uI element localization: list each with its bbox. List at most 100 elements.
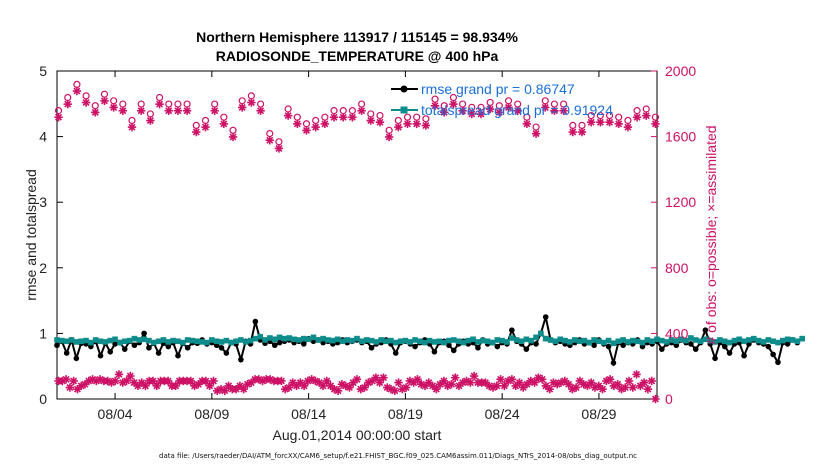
totalspread-point	[480, 337, 486, 344]
obs-assimilated-marker	[100, 96, 109, 106]
obs-assimilated-low-marker-stroke	[311, 377, 319, 385]
totalspread-point	[262, 337, 268, 343]
obs-assimilated-low-marker	[545, 384, 554, 394]
totalspread-point	[180, 339, 186, 346]
totalspread-point	[630, 337, 636, 344]
obs-assimilated-low-marker-stroke	[187, 377, 195, 385]
plot-area	[54, 70, 805, 404]
obs-assimilated-low-marker	[500, 381, 509, 391]
obs-assimilated-marker	[256, 106, 265, 115]
rmse-point	[54, 342, 60, 349]
totalspread-point	[784, 336, 791, 343]
obs-possible-marker	[220, 113, 228, 121]
obs-assimilated-low-marker	[571, 383, 581, 392]
totalspread-point	[789, 337, 796, 343]
y-left-tick-label: 5	[39, 63, 47, 79]
obs-assimilated-marker	[210, 106, 219, 115]
obs-assimilated-low-marker-stroke	[126, 372, 134, 380]
totalspread-point	[54, 337, 60, 343]
obs-possible-marker	[376, 111, 384, 120]
totalspread-point	[441, 339, 447, 346]
obs-possible-marker	[385, 126, 393, 134]
y-right-tick-label: 800	[665, 260, 689, 276]
obs-assimilated-low-marker	[492, 381, 501, 391]
obs-assimilated-marker	[127, 122, 137, 132]
obs-possible-marker	[155, 93, 164, 102]
obs-assimilated-marker	[605, 118, 614, 127]
obs-assimilated-marker-stroke	[587, 118, 595, 126]
x-tick-label: 08/14	[291, 406, 326, 422]
rmse-point	[300, 341, 307, 347]
totalspread-point	[794, 338, 801, 345]
totalspread-point	[499, 337, 505, 344]
totalspread-point	[359, 338, 365, 345]
obs-assimilated-low-marker	[605, 375, 615, 384]
obs-assimilated-marker	[146, 116, 155, 125]
obs-assimilated-marker	[136, 106, 146, 115]
totalspread-point	[741, 338, 747, 345]
obs-assimilated-low-marker	[564, 380, 573, 389]
obs-assimilated-marker-stroke	[523, 120, 531, 128]
rmse-point	[184, 345, 191, 351]
obs-assimilated-marker	[302, 126, 311, 135]
obs-possible-marker	[110, 97, 118, 105]
obs-assimilated-marker-stroke	[220, 120, 228, 128]
totalspread-point	[538, 330, 544, 337]
obs-assimilated-low-marker-stroke	[308, 375, 316, 383]
rmse-point	[218, 345, 225, 351]
totalspread-point	[354, 335, 360, 342]
series-layer	[54, 80, 805, 404]
obs-assimilated-marker	[293, 119, 302, 129]
obs-assimilated-low-marker-stroke	[209, 377, 217, 385]
totalspread-point	[209, 337, 215, 343]
y-left-tick-label: 1	[39, 325, 47, 341]
obs-assimilated-low-marker	[69, 376, 78, 386]
x-tick-label: 08/09	[194, 406, 229, 422]
totalspread-point	[600, 339, 607, 346]
rmse-point	[784, 341, 791, 347]
totalspread-point	[726, 339, 733, 346]
obs-assimilated-marker	[109, 103, 118, 112]
obs-possible-marker	[293, 113, 301, 121]
obs-assimilated-marker-stroke	[119, 107, 127, 115]
obs-assimilated-low-marker	[337, 380, 347, 389]
obs-assimilated-low-marker	[141, 381, 150, 391]
obs-assimilated-low-marker-stroke	[648, 377, 656, 385]
totalspread-point	[126, 337, 133, 344]
obs-assimilated-marker-stroke	[413, 120, 421, 128]
obs-assimilated-low-marker-stroke	[376, 379, 384, 387]
obs-assimilated-low-marker	[413, 375, 422, 384]
obs-assimilated-low-marker	[598, 384, 607, 394]
rmse-point	[175, 352, 181, 359]
totalspread-point	[334, 336, 341, 343]
totalspread-point	[315, 337, 322, 343]
obs-assimilated-marker	[449, 99, 458, 109]
obs-assimilated-low-marker-stroke	[379, 374, 387, 382]
totalspread-point	[102, 339, 109, 345]
obs-assimilated-low-marker-stroke	[123, 377, 131, 385]
obs-assimilated-marker	[440, 108, 449, 117]
obs-possible-marker	[91, 102, 99, 110]
totalspread-point	[92, 337, 99, 343]
obs-assimilated-low-marker	[515, 378, 524, 387]
totalspread-point	[475, 339, 481, 345]
obs-assimilated-low-marker	[322, 376, 331, 386]
totalspread-point	[107, 337, 114, 344]
obs-assimilated-marker-stroke	[348, 113, 356, 121]
totalspread-point	[557, 336, 564, 343]
obs-assimilated-marker	[403, 119, 412, 129]
totalspread-point	[731, 337, 738, 344]
totalspread-point	[436, 338, 443, 345]
obs-assimilated-low-marker	[220, 386, 229, 395]
obs-assimilated-marker-stroke	[615, 120, 623, 128]
totalspread-point	[310, 334, 317, 341]
obs-assimilated-low-marker-stroke	[334, 387, 342, 395]
totalspread-point	[649, 338, 655, 345]
obs-assimilated-marker	[458, 106, 467, 115]
obs-assimilated-low-marker	[209, 376, 218, 386]
obs-assimilated-marker	[467, 109, 476, 119]
rmse-point	[276, 339, 283, 346]
obs-assimilated-marker	[63, 99, 72, 109]
obs-assimilated-low-marker-stroke	[561, 377, 569, 385]
obs-assimilated-marker-stroke	[367, 117, 375, 125]
